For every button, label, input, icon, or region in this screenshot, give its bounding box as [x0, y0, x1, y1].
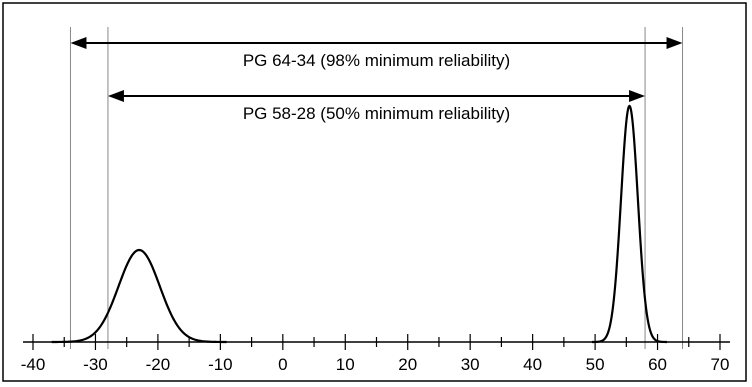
arrow-head-left	[107, 90, 124, 102]
x-axis-tick-label: -10	[208, 355, 233, 374]
x-axis-tick-label: 0	[278, 355, 287, 374]
x-axis-tick-label: 30	[461, 355, 480, 374]
arrow-head-right	[629, 90, 646, 102]
x-axis-tick-label: 70	[711, 355, 730, 374]
high-temperature-distribution-curve	[591, 104, 667, 344]
x-axis-tick-label: 10	[336, 355, 355, 374]
x-axis-tick-label: 50	[586, 355, 605, 374]
x-axis-tick-label: 20	[398, 355, 417, 374]
arrow-head-left	[70, 37, 87, 49]
x-axis-tick-label: -30	[83, 355, 108, 374]
arrow-head-right	[666, 37, 683, 49]
x-axis-tick-label: 40	[523, 355, 542, 374]
x-axis-tick-label: -20	[146, 355, 171, 374]
x-axis-tick-label: 60	[648, 355, 667, 374]
reliability-label: PG 64-34 (98% minimum reliability)	[243, 51, 510, 70]
reliability-label: PG 58-28 (50% minimum reliability)	[243, 104, 510, 123]
x-axis-tick-label: -40	[21, 355, 46, 374]
low-temperature-distribution-curve	[51, 248, 227, 344]
